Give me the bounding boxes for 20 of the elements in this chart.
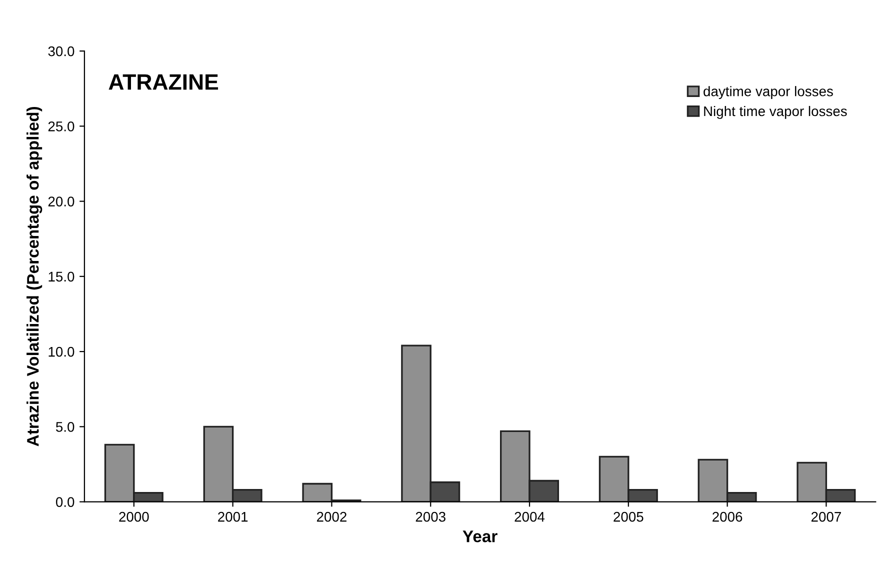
legend-label: Night time vapor losses	[704, 106, 847, 119]
x-tick-label: 2000	[119, 512, 149, 522]
x-tick-label: 2004	[514, 512, 545, 522]
x-axis-title: Year	[462, 530, 498, 542]
x-tick-label: 2006	[712, 512, 742, 522]
y-tick-label: 30.0	[48, 46, 74, 56]
text: ATRAZINE	[108, 74, 218, 90]
y-axis-title: Atrazine Volatilized (Percentage of applied)	[26, 106, 42, 446]
x-tick-label: 2003	[416, 512, 446, 522]
x-tick-label: 2007	[811, 512, 841, 522]
y-tick-label: 0.0	[56, 497, 74, 507]
y-tick-label: 15.0	[48, 272, 74, 282]
y-tick-label: 10.0	[48, 346, 74, 357]
y-tick-label: 25.0	[48, 121, 74, 132]
x-tick-label: 2005	[614, 512, 644, 522]
x-tick-label: 2001	[218, 512, 248, 522]
y-tick-label: 20.0	[48, 196, 74, 206]
x-tick-label: 2002	[316, 512, 346, 522]
y-tick-label: 5.0	[56, 422, 74, 432]
legend-label: daytime vapor losses	[704, 86, 833, 100]
